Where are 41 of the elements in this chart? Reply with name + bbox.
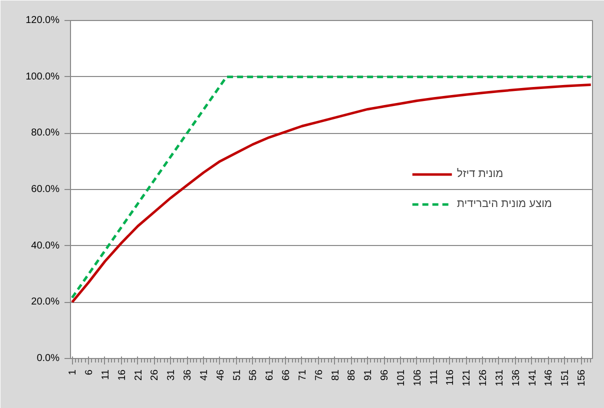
x-tick-label: 16: [116, 369, 128, 381]
x-tick-label: 81: [330, 369, 342, 381]
y-tick-label: 100.0%: [26, 71, 60, 82]
x-tick-label: 11: [100, 369, 112, 380]
x-tick-label: 131: [494, 369, 506, 386]
x-tick-label: 56: [248, 369, 260, 381]
y-tick-label: 60.0%: [31, 184, 60, 195]
x-tick-label: 141: [527, 369, 538, 386]
y-tick-label: 0.0%: [36, 353, 60, 364]
y-tick-label: 120.0%: [26, 15, 60, 26]
x-tick-label: 91: [363, 369, 374, 381]
x-tick-label: 76: [314, 369, 325, 381]
x-tick-label: 61: [264, 369, 276, 381]
x-tick-label: 26: [150, 369, 161, 381]
x-tick-label: 1: [68, 369, 79, 376]
x-tick-label: 106: [412, 369, 424, 386]
x-tick-label: 51: [232, 369, 243, 381]
x-tick-label: 96: [380, 369, 391, 381]
x-tick-label: 146: [544, 369, 555, 386]
x-tick-label: 116: [445, 369, 456, 386]
x-tick-label: 71: [297, 369, 308, 381]
y-tick-label: 80.0%: [31, 128, 60, 139]
x-tick-label: 86: [346, 369, 358, 381]
x-tick-label: 136: [510, 369, 522, 386]
x-tick-label: 111: [428, 369, 440, 385]
x-tick-label: 36: [182, 369, 194, 381]
x-tick-label: 41: [198, 369, 210, 381]
y-tick-label: 20.0%: [31, 296, 60, 308]
x-tick-label: 31: [166, 369, 178, 381]
x-tick-label: 21: [133, 369, 144, 381]
x-tick-label: 156: [576, 369, 588, 386]
x-tick-label: 46: [215, 369, 226, 381]
x-tick-label: 151: [560, 369, 572, 386]
x-tick-label: 121: [462, 369, 473, 386]
y-tick-label: 40.0%: [31, 240, 60, 252]
legend-label: מוצע מונית היברידית: [456, 198, 552, 210]
legend-label: מונית דיזל: [456, 168, 504, 180]
x-tick-label: 6: [84, 369, 96, 376]
x-tick-label: 66: [281, 369, 292, 381]
x-tick-label: 101: [396, 369, 407, 386]
x-tick-label: 126: [478, 369, 490, 386]
